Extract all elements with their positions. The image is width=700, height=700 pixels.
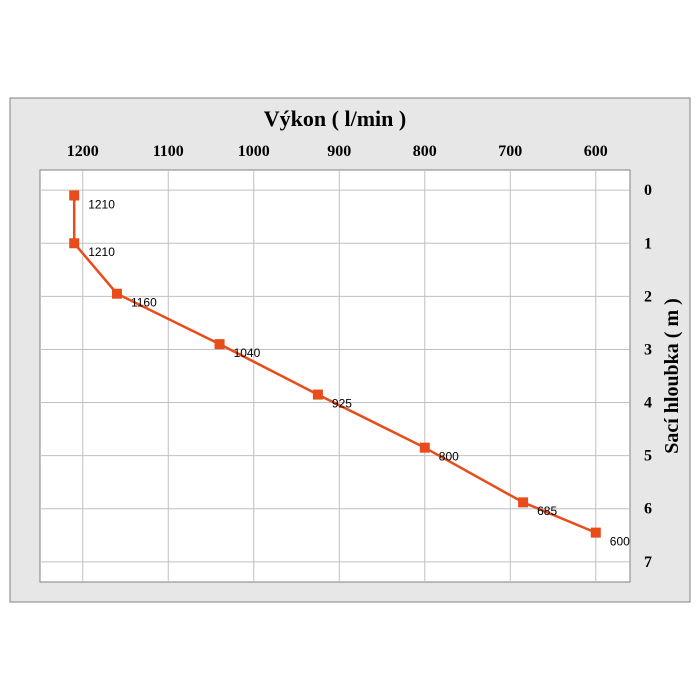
x-tick-label: 1100: [153, 143, 184, 160]
x-axis-title: Výkon ( l/min ): [264, 106, 406, 131]
x-tick-label: 1000: [238, 143, 270, 160]
x-tick-label: 1200: [67, 143, 99, 160]
y-axis-title: Sací hloubka ( m ): [661, 298, 683, 454]
x-tick-label: 600: [584, 143, 608, 160]
data-label: 800: [439, 449, 459, 463]
y-tick-label: 5: [644, 448, 652, 465]
data-marker: [591, 528, 600, 537]
y-tick-label: 0: [644, 182, 652, 199]
data-marker: [519, 498, 528, 507]
x-tick-label: 700: [498, 143, 522, 160]
data-label: 600: [610, 534, 630, 548]
data-marker: [313, 390, 322, 399]
data-label: 1210: [88, 245, 115, 259]
data-label: 685: [537, 504, 557, 518]
y-tick-label: 6: [644, 501, 652, 518]
x-tick-label: 900: [327, 143, 351, 160]
data-label: 1210: [88, 197, 115, 211]
data-label: 1160: [131, 296, 157, 310]
data-marker: [70, 191, 79, 200]
y-tick-label: 2: [644, 288, 652, 305]
y-tick-label: 7: [644, 554, 652, 571]
pump-performance-chart: Výkon ( l/min ) Sací hloubka ( m ) 1200 1…: [0, 0, 700, 700]
data-marker: [420, 443, 429, 452]
y-tick-label: 3: [644, 341, 652, 358]
y-tick-label: 4: [644, 395, 652, 412]
data-label: 1040: [234, 346, 261, 360]
y-tick-label: 1: [644, 235, 652, 252]
data-marker: [215, 340, 224, 349]
data-marker: [70, 239, 79, 248]
x-tick-label: 800: [413, 143, 437, 160]
data-marker: [112, 289, 121, 298]
data-label: 925: [332, 396, 352, 410]
plot-area: [40, 170, 630, 582]
